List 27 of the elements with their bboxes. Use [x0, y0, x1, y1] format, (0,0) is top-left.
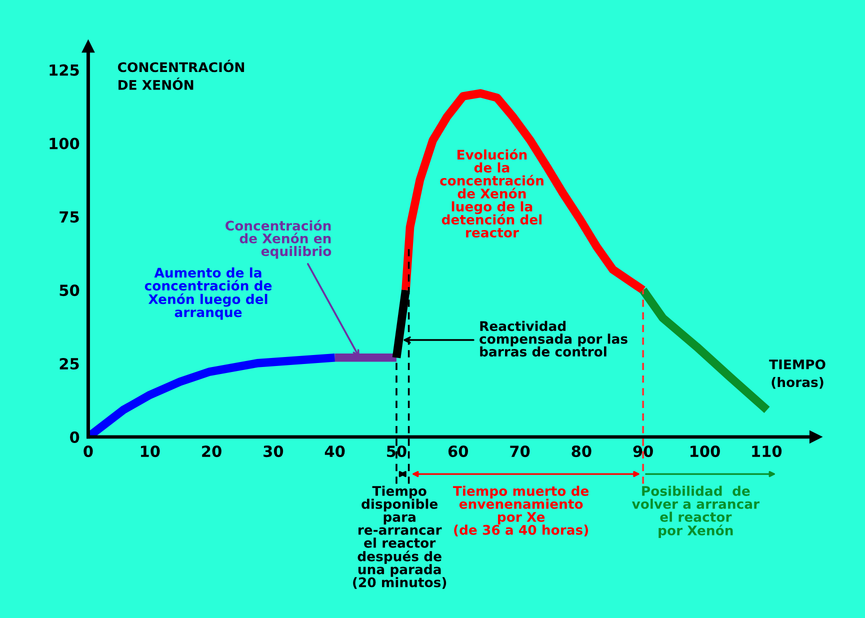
text: Posibilidad de volver a arrancar el reactor por Xenón — [632, 486, 760, 538]
text: Tiempo disponible para re-arrancar el reactor después de una parada (20 minutos) — [353, 486, 446, 589]
x-tick-label: 60 — [448, 446, 468, 458]
x-tick-label: 110 — [752, 446, 782, 458]
x-tick-label: 90 — [633, 446, 653, 458]
x-tick-label: 20 — [202, 446, 222, 458]
x-tick-label: 100 — [690, 446, 720, 458]
x-tick-label: 70 — [510, 446, 530, 458]
y-tick-label: 125 — [50, 64, 79, 76]
x-tick-label: 40 — [324, 446, 345, 458]
x-axis-title: TIEMPO (horas) — [769, 359, 826, 389]
annotation: Concentración de Xenón en equilibrio — [226, 220, 332, 259]
y-tick-label: 25 — [60, 358, 79, 370]
x-tick-label: 30 — [264, 446, 284, 458]
y-tick-label: 100 — [50, 138, 80, 150]
annotation: Aumento de la concentración de Xenón luego del arranque — [144, 267, 272, 320]
y-tick-label: 75 — [60, 211, 79, 223]
x-tick-label: 0 — [84, 446, 93, 458]
annotation: Reactividad compensada por las barras de control — [480, 320, 628, 357]
x-tick-label: 80 — [572, 446, 592, 458]
y-tick-label: 0 — [70, 431, 80, 443]
x-tick-label: 10 — [140, 446, 160, 458]
x-tick-label: 50 — [387, 446, 406, 458]
y-tick-label: 50 — [60, 284, 80, 296]
text: Tiempo muerto de envenenamiento por Xe (de 36 a 40 horas) — [452, 486, 589, 536]
y-axis-title: CONCENTRACIÓN DE XENÓN — [118, 60, 244, 90]
annotation: Evolución de la concentración de Xenón luego de la detención del reactor — [440, 148, 544, 238]
